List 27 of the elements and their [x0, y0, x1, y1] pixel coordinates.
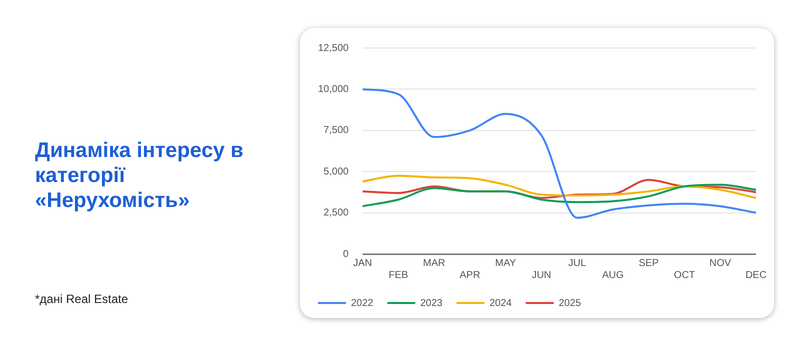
y-tick-label: 7,500	[324, 125, 350, 136]
x-tick-label: SEP	[638, 258, 660, 269]
x-tick-label: NOV	[709, 258, 732, 269]
x-tick-label: AUG	[602, 270, 624, 281]
line-series	[362, 88, 757, 219]
x-tick-label: JUN	[532, 270, 552, 281]
x-tick-label: MAR	[423, 258, 446, 269]
x-tick-label: OCT	[674, 270, 696, 281]
y-tick-label: 0	[343, 248, 350, 260]
x-tick-label: JUL	[568, 258, 586, 269]
text: *дані Real Estate	[35, 292, 130, 306]
x-tick-label: APR	[460, 270, 480, 281]
text: Динаміка інтересу в категорії «Нерухомість»	[35, 138, 244, 213]
x-tick-label: FEB	[388, 270, 408, 281]
x-tick-label: MAY	[495, 258, 516, 269]
line-series	[362, 184, 757, 208]
line-series	[362, 174, 757, 199]
y-tick-label: 2,500	[324, 208, 350, 219]
y-tick-label: 10,000	[318, 84, 350, 95]
legend-label: 2022	[351, 298, 374, 309]
y-tick-label: 12,500	[318, 42, 350, 54]
x-tick-label: JAN	[353, 258, 372, 269]
legend-label: 2025	[558, 298, 582, 309]
legend-label: 2024	[489, 298, 512, 309]
y-tick-label: 5,000	[324, 166, 350, 178]
x-tick-label: DEC	[745, 270, 767, 281]
legend-label: 2023	[420, 298, 443, 309]
